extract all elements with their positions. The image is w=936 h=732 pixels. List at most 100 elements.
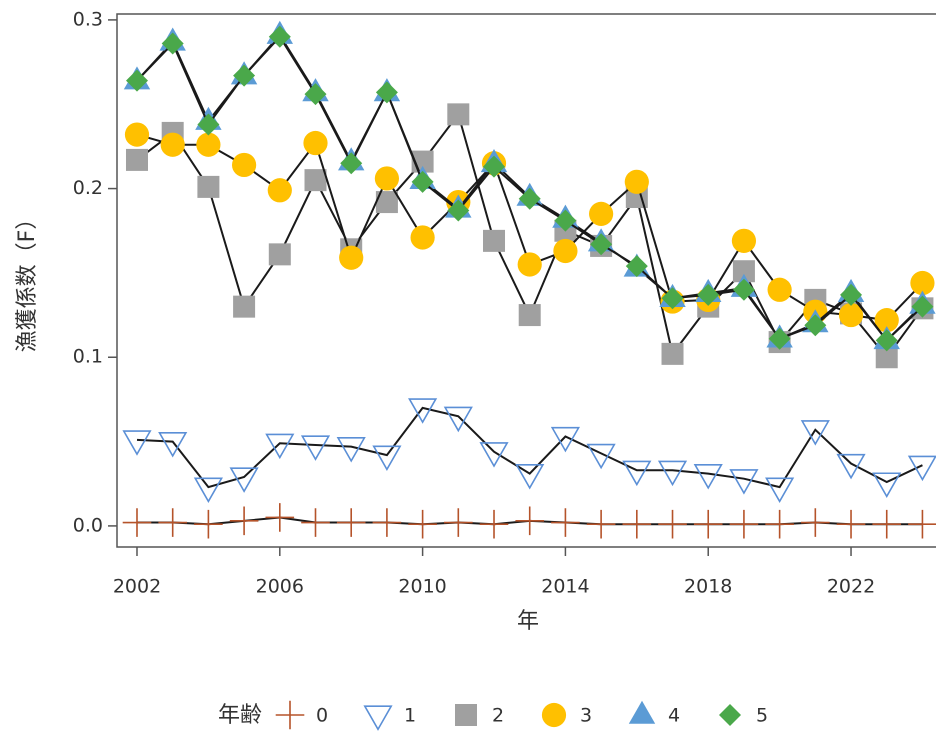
x-tick-label: 2006 [256,576,304,598]
marker [768,327,791,350]
marker [729,509,759,539]
y-axis-label: 漁獲係数（F） [15,208,40,353]
marker [408,398,438,424]
marker [444,508,473,537]
marker [483,229,506,252]
marker [375,191,398,214]
marker [197,113,220,136]
marker [731,228,757,253]
marker [265,433,295,460]
marker [875,346,898,369]
marker [122,508,152,537]
marker [872,472,902,498]
marker [658,509,687,539]
marker [265,503,295,532]
legend-label: 5 [756,705,768,727]
marker [229,506,259,536]
marker [661,342,684,365]
x-tick-label: 2018 [684,576,732,598]
plot-frame [116,13,936,548]
marker [194,509,223,539]
marker [657,460,688,487]
marker [158,508,187,537]
marker [267,178,292,203]
marker [160,132,185,157]
legend-label: 2 [492,705,504,727]
marker [372,508,402,537]
marker [590,233,613,256]
marker [158,431,188,458]
marker [589,201,614,226]
marker [625,255,648,278]
marker [479,509,509,539]
marker [693,509,723,539]
x-tick-label: 2002 [113,576,161,598]
y-tick-label: 0.1 [73,346,103,368]
marker [801,508,830,537]
marker [765,509,794,539]
marker [336,437,366,463]
legend-marker [275,700,305,730]
marker [193,477,223,504]
marker [550,426,580,453]
marker [122,430,152,456]
marker [586,443,616,470]
marker [233,64,256,87]
legend-label: 4 [668,705,680,727]
series-line [136,406,923,489]
y-tick-label: 0.0 [73,514,103,536]
legend-marker [719,704,741,726]
marker [125,69,148,92]
marker [233,295,256,318]
legend-label: 3 [580,705,592,727]
marker [479,442,509,468]
y-tick-label: 0.3 [73,8,103,30]
marker [910,270,935,296]
marker [301,508,330,537]
legend-label: 0 [316,705,328,727]
marker [800,420,830,446]
marker [875,329,898,352]
marker [231,152,257,178]
marker [447,103,470,126]
marker [372,445,402,471]
marker [161,32,184,55]
marker [804,314,827,337]
marker [518,187,541,210]
marker [729,469,759,495]
marker [554,209,577,232]
marker [624,169,649,194]
marker [872,509,902,539]
marker [447,199,470,222]
marker [339,245,364,270]
marker [197,175,220,198]
marker [124,122,150,147]
marker [697,283,720,306]
marker [732,260,755,283]
marker [411,170,434,193]
marker [840,283,863,306]
marker [586,509,616,539]
marker [408,509,437,539]
marker [268,25,291,48]
marker [732,278,755,301]
marker [908,509,936,539]
marker [517,252,542,277]
legend-title: 年齢 [218,703,262,728]
marker [907,455,936,482]
legend-label: 1 [404,705,416,727]
x-tick-label: 2010 [398,576,446,598]
x-tick-label: 2022 [827,576,875,598]
marker [304,169,327,192]
marker [765,477,795,504]
marker [443,406,473,433]
marker [304,83,327,106]
legend-marker [628,700,656,724]
marker [410,225,435,250]
y-tick-label: 0.2 [73,177,103,199]
marker [911,295,934,318]
marker [483,155,506,178]
legend-marker [541,702,567,728]
marker [553,238,578,264]
